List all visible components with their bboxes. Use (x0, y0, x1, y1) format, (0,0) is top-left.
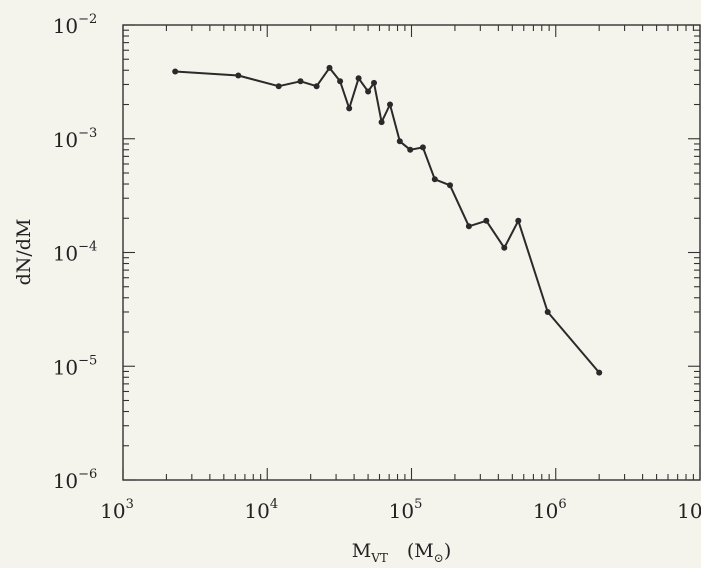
data-point (346, 105, 353, 112)
x-tick-label: 106 (533, 497, 567, 523)
data-point (431, 176, 438, 183)
data-point (544, 309, 551, 315)
y-tick-label: 10−2 (53, 12, 98, 38)
y-tick-label: 10−4 (53, 240, 98, 266)
data-point (365, 88, 372, 95)
data-point (172, 68, 179, 75)
data-point (501, 244, 508, 251)
data-point (355, 75, 362, 82)
data-point (235, 72, 242, 79)
data-point (465, 223, 472, 230)
x-tick-label: 105 (389, 497, 423, 523)
x-tick-label: 107 (677, 497, 701, 523)
x-tick-label: 104 (244, 497, 278, 523)
data-point (371, 79, 377, 86)
data-point (275, 83, 282, 90)
x-axis-label: MVT (M⊙) (352, 540, 452, 565)
data-point (419, 144, 426, 151)
data-point (596, 369, 603, 376)
y-tick-label: 10−3 (53, 126, 98, 152)
data-point (337, 78, 344, 85)
y-axis-label: dN/dM (13, 219, 35, 286)
data-point (378, 119, 385, 126)
data-point (326, 64, 333, 71)
data-point (297, 78, 304, 85)
data-point (396, 138, 403, 145)
plot-frame (122, 24, 701, 481)
data-point (447, 182, 453, 189)
data-point (313, 83, 320, 90)
y-tick-label: 10−5 (53, 353, 98, 379)
x-tick-label: 103 (100, 497, 134, 523)
series-line (175, 66, 600, 374)
data-point (515, 217, 522, 224)
data-point (387, 101, 393, 108)
y-tick-label: 10−6 (53, 467, 98, 493)
data-point (483, 217, 490, 224)
data-point (407, 146, 414, 153)
